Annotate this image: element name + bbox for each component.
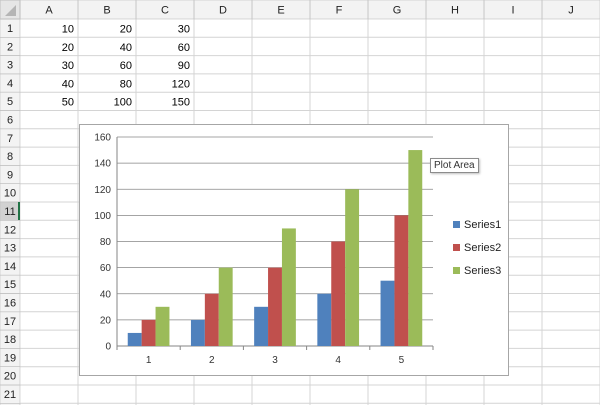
plot-area-tooltip: Plot Area [430,158,479,173]
y-tick-label: 60 [100,263,112,274]
cell-a3[interactable]: 30 [62,60,74,72]
cell-b5[interactable]: 100 [114,97,132,109]
row-header-label: 7 [7,133,13,145]
row-header-label: 17 [4,316,16,328]
row-header-label: 12 [4,224,16,236]
column-header-label: C [161,5,169,17]
row-header-label: 8 [7,151,13,163]
cell-c1[interactable]: 30 [178,24,190,36]
cell-c5[interactable]: 150 [172,97,190,109]
cell-c2[interactable]: 60 [178,42,190,54]
bar-series2-cat4[interactable] [331,241,346,347]
select-all-triangle-icon [5,5,16,16]
row-header-label: 19 [4,352,16,364]
row-header-label: 5 [7,96,13,108]
row-header-label: 9 [7,169,13,181]
cell-c3[interactable]: 90 [178,60,190,72]
cell-a5[interactable]: 50 [62,97,74,109]
row-header-label: 21 [4,389,16,401]
legend-swatch-series3 [453,267,460,274]
row-header-label: 13 [4,243,16,255]
y-tick-label: 20 [100,315,112,326]
row-header-label: 14 [4,261,16,273]
y-tick-label: 100 [94,211,111,222]
column-header-label: G [393,5,402,17]
row-header-label: 3 [7,60,13,72]
row-header-label: 1 [7,23,13,35]
y-tick-label: 140 [94,159,111,170]
cell-b3[interactable]: 60 [120,60,132,72]
legend-label-series2[interactable]: Series2 [464,242,501,254]
bar-series3-cat5[interactable] [408,150,423,346]
column-header-label: A [45,5,53,17]
bar-series1-cat4[interactable] [317,293,332,346]
cell-b4[interactable]: 80 [120,78,132,90]
cell-a4[interactable]: 40 [62,78,74,90]
row-header-label: 4 [7,78,13,90]
bar-series2-cat1[interactable] [141,319,156,346]
column-header-label: E [277,5,284,17]
bar-series3-cat4[interactable] [345,189,360,346]
legend-label-series3[interactable]: Series3 [464,265,501,277]
x-tick-label: 3 [272,355,278,366]
bar-series2-cat3[interactable] [268,267,282,346]
clustered-column-chart[interactable]: 0 20 40 60 80 100 120 140 160 1 2 3 4 5 Series1 Series2… [80,125,510,377]
column-header-label: B [103,5,110,17]
bar-series3-cat2[interactable] [218,267,233,346]
y-tick-label: 120 [94,185,111,196]
bar-series3-cat3[interactable] [281,228,296,346]
x-tick-label: 2 [209,355,215,366]
bar-series2-cat5[interactable] [394,215,409,346]
bar-series1-cat5[interactable] [380,280,395,346]
row-header-label: 11 [4,206,15,218]
bar-series2-cat2[interactable] [204,293,219,346]
y-tick-label: 0 [105,342,111,353]
x-tick-label: 1 [146,355,152,366]
row-header-label: 6 [7,115,13,127]
x-tick-label: 4 [335,355,341,366]
bar-series1-cat3[interactable] [254,306,269,346]
bar-series3-cat1[interactable] [155,306,170,346]
row-header-label: 18 [4,334,16,346]
row-header-label: 10 [4,188,16,200]
column-header-label: H [451,5,459,17]
cell-c4[interactable]: 120 [172,78,190,90]
y-tick-label: 80 [100,237,112,248]
column-header-label: J [568,5,574,17]
legend-swatch-series1 [453,221,460,228]
row-header-label: 15 [4,279,16,291]
column-header-bar [0,0,600,19]
column-header-j[interactable] [541,0,600,20]
legend-label-series1[interactable]: Series1 [464,219,501,231]
y-tick-label: 160 [94,133,111,144]
cell-b2[interactable]: 40 [120,42,132,54]
x-tick-label: 5 [399,355,405,366]
row-header-label: 2 [7,41,13,53]
row-header-label: 20 [4,371,16,383]
bar-series1-cat1[interactable] [127,332,142,346]
row-header-label: 16 [4,298,16,310]
cell-a2[interactable]: 20 [62,42,74,54]
y-tick-label: 40 [100,289,112,300]
cell-b1[interactable]: 20 [120,24,132,36]
bar-series1-cat2[interactable] [190,319,205,346]
column-header-label: D [219,5,227,17]
select-all-corner[interactable] [0,0,21,20]
legend-swatch-series2 [453,244,460,251]
column-header-label: I [511,5,514,17]
row-header-22[interactable] [0,402,21,405]
cell-a1[interactable]: 10 [62,24,74,36]
column-header-label: F [336,5,343,17]
